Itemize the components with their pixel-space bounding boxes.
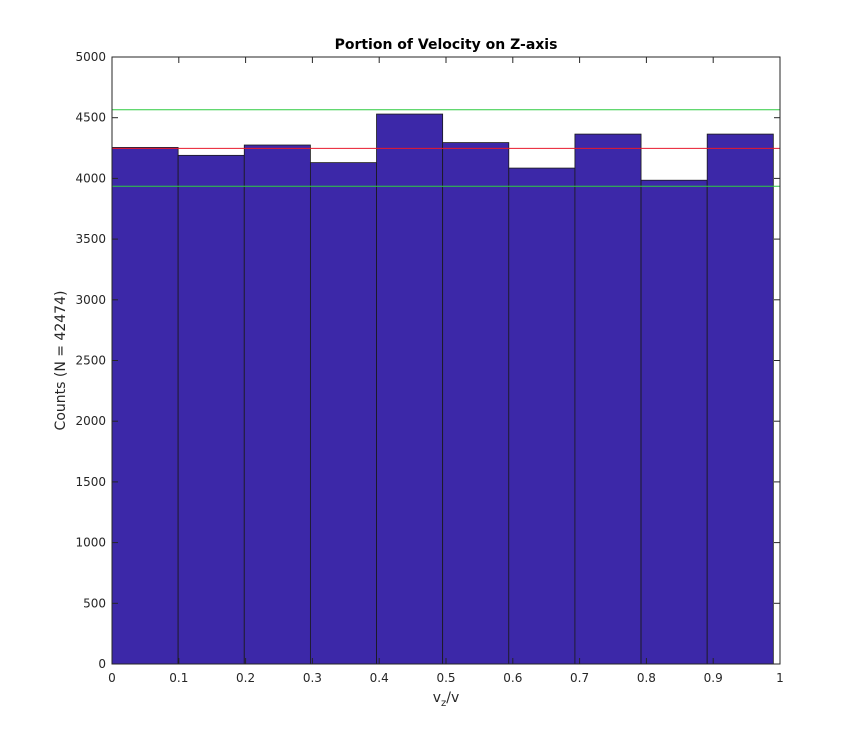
x-axis-ticks: 0 0.1 0.2 0.3 0.4 0.5 0.6 0.7 0.8 0.9 1 [108, 57, 784, 685]
y-tick-label: 1500 [75, 475, 106, 489]
x-tick-label: 0.3 [303, 671, 322, 685]
y-axis-ticks: 0 500 1000 1500 2000 2500 3000 3500 4000 4500 5000 [75, 50, 780, 671]
histogram-bar [243, 144, 311, 665]
x-tick-label: 0.7 [570, 671, 589, 685]
x-tick-label: 0.2 [236, 671, 255, 685]
histogram-bar [706, 133, 774, 665]
y-tick-label: 3000 [75, 293, 106, 307]
y-tick-label: 5000 [75, 50, 106, 64]
histogram-bar [111, 147, 179, 665]
y-tick-label: 500 [83, 596, 106, 610]
x-tick-label: 0.6 [503, 671, 522, 685]
y-tick-label: 4500 [75, 111, 106, 125]
histogram-bar [177, 154, 245, 665]
y-tick-label: 0 [98, 657, 106, 671]
x-tick-label: 0.5 [436, 671, 455, 685]
chart-title: Portion of Velocity on Z-axis [335, 37, 558, 53]
y-axis-label: Counts (N = 42474) [53, 291, 69, 431]
y-tick-label: 3500 [75, 232, 106, 246]
x-axis-label-subscript: z [441, 698, 446, 709]
x-tick-label: 0 [108, 671, 116, 685]
histogram-bar [376, 113, 444, 665]
x-tick-label: 0.8 [637, 671, 656, 685]
y-tick-label: 2500 [75, 354, 106, 368]
reference-lines-group [112, 109, 780, 187]
x-tick-label: 1 [776, 671, 784, 685]
histogram-bar [640, 179, 708, 665]
histogram-bar [309, 162, 377, 665]
x-axis-label-tail: /v [446, 690, 459, 706]
y-tick-label: 4000 [75, 171, 106, 185]
histogram-bar [508, 167, 576, 665]
x-tick-label: 0.1 [169, 671, 188, 685]
y-tick-label: 1000 [75, 536, 106, 550]
x-axis-label: vz/v [433, 690, 460, 709]
bars-group [111, 113, 774, 665]
x-axis-label-main: v [433, 690, 441, 706]
histogram-bar [442, 142, 510, 665]
histogram-bar [574, 133, 642, 665]
x-tick-label: 0.9 [704, 671, 723, 685]
y-tick-label: 2000 [75, 414, 106, 428]
x-tick-label: 0.4 [370, 671, 389, 685]
